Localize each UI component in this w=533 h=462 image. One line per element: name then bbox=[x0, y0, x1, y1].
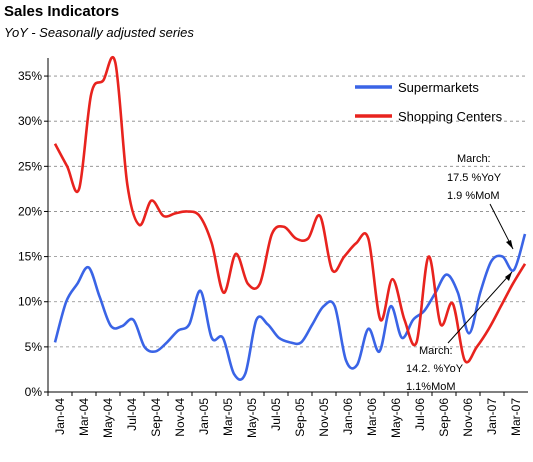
annotation-supermarkets-line-1: March: bbox=[457, 153, 491, 165]
x-tick-label: Mar-07 bbox=[509, 398, 523, 436]
x-tick-label: Nov-05 bbox=[317, 398, 331, 437]
annotation-supermarkets-line-2: 17.5 %YoY bbox=[447, 172, 502, 184]
annotation-arrowhead-supermarkets bbox=[506, 240, 513, 249]
y-tick-label: 25% bbox=[18, 159, 42, 173]
chart-title: Sales Indicators bbox=[4, 3, 120, 20]
annotation-shopping-line-3: 1.1%MoM bbox=[406, 381, 456, 393]
x-tick-label: Mar-04 bbox=[77, 398, 91, 436]
annotation-supermarkets-line-3: 1.9 %MoM bbox=[447, 190, 500, 202]
x-tick-label: Jul-04 bbox=[125, 398, 139, 431]
x-tick-label: Jan-07 bbox=[485, 398, 499, 435]
y-tick-label: 0% bbox=[25, 385, 43, 399]
x-tick-label: Jul-06 bbox=[413, 398, 427, 431]
x-tick-label: Jan-06 bbox=[341, 398, 355, 435]
legend: Supermarkets Shopping Centers bbox=[355, 80, 503, 124]
series-line-supermarkets bbox=[53, 233, 527, 381]
y-tick-label: 15% bbox=[18, 250, 42, 264]
x-tick-label: May-05 bbox=[245, 398, 259, 438]
x-tick-label: Mar-05 bbox=[221, 398, 235, 436]
x-tick-label: Sep-06 bbox=[437, 398, 451, 437]
annotation-arrowhead-shopping-centers bbox=[505, 272, 512, 281]
x-tick-label: May-04 bbox=[101, 398, 115, 438]
legend-label-supermarkets: Supermarkets bbox=[398, 80, 479, 95]
annotation-shopping-line-2: 14.2. %YoY bbox=[406, 363, 464, 375]
y-tick-label: 20% bbox=[18, 204, 42, 218]
x-tick-label: Sep-05 bbox=[293, 398, 307, 437]
series-line-shopping-centers bbox=[53, 55, 527, 364]
gridlines bbox=[48, 75, 528, 348]
y-tick-label: 35% bbox=[18, 69, 42, 83]
x-tick-label: Jan-05 bbox=[197, 398, 211, 435]
x-tick-label: Sep-04 bbox=[149, 398, 163, 437]
x-tick-label: Jul-05 bbox=[269, 398, 283, 431]
x-tick-labels: Jan-04 Mar-04 May-04 Jul-04 Sep-04 Nov-04 Jan-… bbox=[47, 392, 523, 438]
x-tick-label: Nov-06 bbox=[461, 398, 475, 437]
x-tick-label: Mar-06 bbox=[365, 398, 379, 436]
annotations: March: 17.5 %YoY 1.9 %MoM March: 14.2. %… bbox=[406, 153, 514, 393]
annotation-arrow-shopping-centers bbox=[447, 271, 513, 344]
series-lines bbox=[53, 55, 527, 381]
x-tick-label: Jan-04 bbox=[53, 398, 67, 435]
legend-label-shopping-centers: Shopping Centers bbox=[398, 109, 503, 124]
y-tick-labels: 0% 5% 10% 15% 20% 25% 30% 35% bbox=[18, 69, 48, 399]
chart-subtitle: YoY - Seasonally adjusted series bbox=[4, 25, 194, 40]
x-tick-label: Nov-04 bbox=[173, 398, 187, 437]
y-tick-label: 10% bbox=[18, 295, 42, 309]
y-tick-label: 5% bbox=[25, 340, 43, 354]
x-tick-label: May-06 bbox=[389, 398, 403, 438]
annotation-shopping-line-1: March: bbox=[419, 345, 453, 357]
y-tick-label: 30% bbox=[18, 114, 42, 128]
